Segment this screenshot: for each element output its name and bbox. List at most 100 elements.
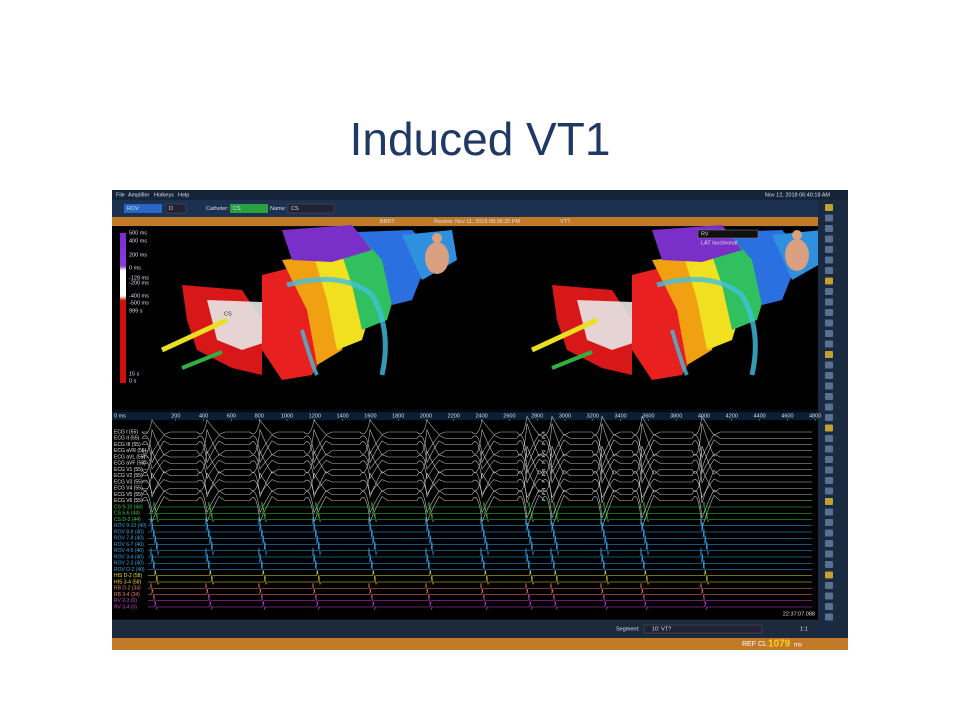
catheter[interactable]: CS [233, 206, 241, 212]
cl-value: 1079 [768, 639, 791, 650]
time-tick-label: 4400 [753, 413, 765, 419]
channel-label: ECG V3 (55) [114, 479, 143, 485]
slide-title: Induced VT1 [349, 113, 611, 165]
tool-icon [825, 319, 833, 327]
time-tick-label: 4800 [809, 413, 821, 419]
catheter-box[interactable] [230, 204, 268, 213]
channel-label: CS D-2 (44) [114, 517, 141, 523]
tool-icon [825, 550, 833, 558]
tool-icon [825, 298, 833, 306]
name[interactable]: CS [291, 206, 299, 212]
screenshot: File Amplifier Hotkeys Help Nov 12, 2018… [112, 190, 848, 650]
map-select[interactable]: ROV [127, 206, 139, 212]
channel-trace [141, 478, 812, 499]
channel-label: ECG II (55) [114, 436, 140, 442]
time-tick-label: 4600 [781, 413, 793, 419]
scale-label: 0 ms [129, 265, 141, 271]
menu-item[interactable]: File [116, 192, 125, 198]
catheter-label: Catheter: [206, 206, 229, 212]
tool-icon [825, 204, 833, 211]
channel-trace [141, 458, 812, 484]
menu-item[interactable]: Hotkeys [154, 192, 174, 198]
channel-label: RV 3-4 (0) [114, 604, 137, 610]
channel-label: ROV 6-7 (40) [114, 542, 144, 548]
datetime: Nov 12, 2018 06:40:18 AM [765, 192, 831, 198]
channel-label: RV 2-3 (0) [114, 598, 137, 604]
tool-icon [825, 351, 833, 358]
flag: VT? [560, 219, 570, 225]
channel-label: ECG V5 (55) [114, 492, 143, 498]
channel-label: ROV 8-9 (40) [114, 529, 144, 535]
menu-item[interactable]: Amplifier [128, 192, 150, 198]
channel-label: ROV D-2 (40) [114, 567, 145, 573]
channel-label: ECG V6 (55) [114, 498, 143, 504]
tool-icon [825, 529, 833, 537]
tool-icon [825, 309, 833, 316]
channel-trace [141, 469, 812, 504]
rv-dropdown[interactable] [697, 229, 759, 239]
tool-icon [825, 456, 833, 463]
time-tick-label: 1000 [281, 413, 293, 419]
channel-trace [141, 453, 812, 474]
tool-icon [825, 466, 833, 474]
scale-label: 200 ms [129, 252, 147, 258]
channel-label: RB D-2 (34) [114, 586, 141, 592]
channel-trace [148, 514, 812, 523]
name-box[interactable] [287, 203, 335, 214]
channel-trace [141, 494, 812, 529]
time-tick-label: 1800 [392, 413, 404, 419]
tool-icon [825, 445, 833, 453]
time-tick-label: 2200 [448, 413, 460, 419]
map-label: CS [224, 311, 232, 317]
time-tick-label: 400 [199, 413, 208, 419]
zoom[interactable]: 1:1 [800, 626, 808, 632]
channel-label: RB 3-4 (34) [114, 592, 140, 598]
menu-item[interactable]: Help [178, 192, 189, 198]
footer [112, 638, 848, 650]
channel-trace [148, 589, 812, 598]
bottom-bar [112, 620, 818, 638]
time-tick-label: 600 [227, 413, 236, 419]
channel-label: ECG III (55) [114, 442, 141, 448]
channel-trace [141, 433, 812, 459]
tool-icon [825, 225, 833, 232]
time-tick-label: 800 [255, 413, 264, 419]
tool-icon [825, 246, 833, 253]
tool-icon [825, 561, 833, 568]
tool-icon [825, 214, 833, 222]
tool-icon [825, 613, 833, 621]
tool-icon [825, 235, 833, 243]
segment[interactable]: 10: VT? [652, 626, 671, 632]
review: Review: Nov 11, 2018 08:36:25 PM [434, 219, 521, 225]
scale-label: -400 ms [129, 293, 149, 299]
time-tick-label: 200 [171, 413, 180, 419]
scale-label: -200 ms [129, 280, 149, 286]
time-tick-label: 4000 [698, 413, 710, 419]
channel-label: ECG V1 (55) [114, 467, 143, 473]
channel-trace [148, 554, 812, 568]
time-tick-label: 3600 [642, 413, 654, 419]
rv-dropdown-text[interactable]: RV [701, 231, 709, 237]
tool-icon [825, 582, 833, 589]
channel-trace [141, 423, 812, 457]
segment-dropdown[interactable] [643, 624, 763, 634]
time-axis-bar [112, 412, 818, 420]
time-tick-label: 3200 [587, 413, 599, 419]
channel-trace [148, 576, 812, 586]
time-tick-label: 2400 [475, 413, 487, 419]
channel-trace [148, 583, 812, 592]
channel-label: ECG V2 (55) [114, 473, 143, 479]
map-select-box[interactable] [124, 204, 162, 213]
channel-trace [148, 560, 812, 575]
channel-trace [141, 415, 812, 436]
channel-label: ECG V4 (55) [114, 486, 143, 492]
tool-icon [825, 288, 833, 295]
dropdown[interactable]: D [169, 206, 173, 212]
channel-label: ROV 4-5 (40) [114, 548, 144, 554]
heart-map [160, 225, 457, 380]
scale-label: 400 ms [129, 238, 147, 244]
dropdown-box[interactable] [165, 203, 187, 214]
menu-bar [112, 190, 848, 200]
channel-label: CS 9-10 (44) [114, 504, 143, 510]
time-tick-label: 1600 [364, 413, 376, 419]
